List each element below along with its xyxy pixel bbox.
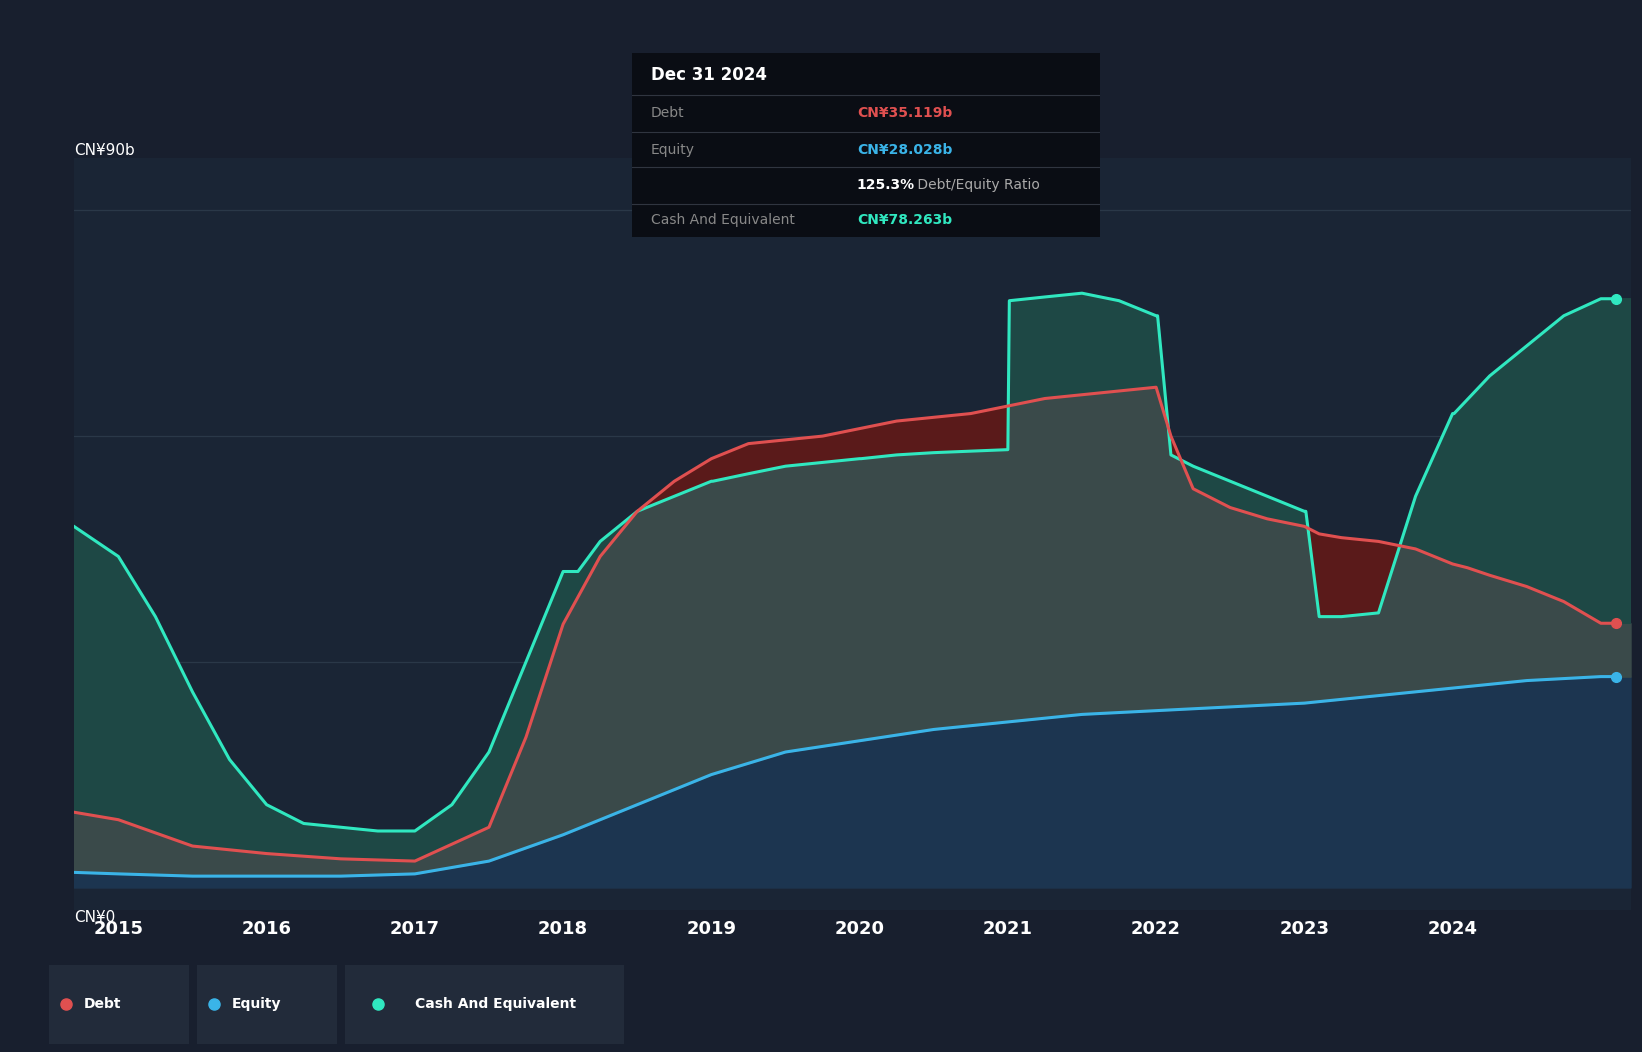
Text: 125.3%: 125.3%	[857, 178, 915, 193]
Text: CN¥28.028b: CN¥28.028b	[857, 143, 952, 157]
Text: Debt: Debt	[84, 997, 122, 1011]
Text: CN¥0: CN¥0	[74, 910, 115, 925]
Text: Debt/Equity Ratio: Debt/Equity Ratio	[913, 178, 1039, 193]
Text: Equity: Equity	[650, 143, 695, 157]
Text: CN¥78.263b: CN¥78.263b	[857, 214, 952, 227]
Text: Debt: Debt	[650, 106, 685, 120]
Text: Cash And Equivalent: Cash And Equivalent	[650, 214, 795, 227]
Text: Cash And Equivalent: Cash And Equivalent	[415, 997, 576, 1011]
Text: CN¥35.119b: CN¥35.119b	[857, 106, 952, 120]
Text: CN¥90b: CN¥90b	[74, 143, 135, 158]
Text: Dec 31 2024: Dec 31 2024	[650, 65, 767, 84]
Text: Equity: Equity	[232, 997, 281, 1011]
